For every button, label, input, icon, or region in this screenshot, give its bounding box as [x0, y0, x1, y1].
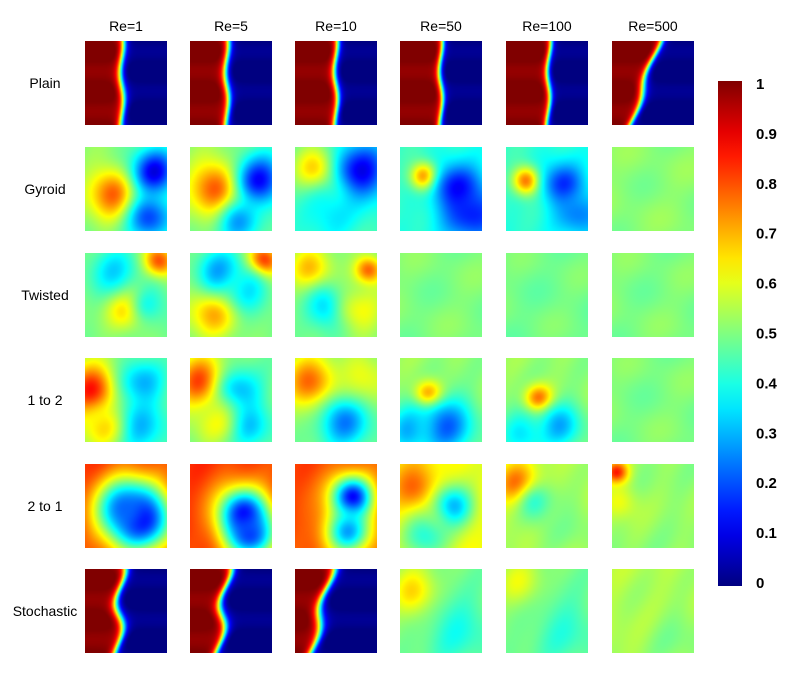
colorbar-tick-label: 0.5 — [756, 326, 777, 343]
colorbar-tick-label: 0.1 — [756, 525, 777, 542]
heatmap-cell — [85, 147, 167, 231]
colorbar-tick-label: 0.3 — [756, 425, 777, 442]
heatmap-cell — [506, 41, 588, 125]
heatmap-cell — [612, 464, 694, 548]
heatmap-cell — [612, 358, 694, 442]
heatmap-cell — [85, 253, 167, 337]
colorbar-tick-label: 0.6 — [756, 276, 777, 293]
row-label: Gyroid — [24, 181, 65, 197]
colorbar-tick-label: 1 — [756, 76, 764, 93]
heatmap-cell — [612, 147, 694, 231]
row-label: Stochastic — [13, 603, 78, 619]
colorbar-ticks: 1 0.9 0.8 0.7 0.6 0.5 0.4 0.3 0.2 0.1 0 — [756, 76, 778, 592]
row-label: 2 to 1 — [27, 498, 62, 514]
colorbar-gradient — [718, 81, 742, 586]
colorbar-tick-label: 0.4 — [756, 375, 778, 392]
heatmap-cell — [400, 569, 482, 653]
column-label: Re=10 — [315, 18, 357, 34]
column-label: Re=50 — [420, 18, 462, 34]
column-labels: Re=1 Re=5 Re=10 Re=50 Re=100 Re=500 — [109, 18, 678, 34]
heatmap-cell — [190, 41, 272, 125]
heatmap-cell — [85, 41, 167, 125]
colorbar-tick-label: 0.7 — [756, 226, 777, 243]
row-label: 1 to 2 — [27, 392, 62, 408]
heatmap-cell — [295, 569, 377, 653]
heatmap-cell — [612, 41, 694, 125]
colorbar: 1 0.9 0.8 0.7 0.6 0.5 0.4 0.3 0.2 0.1 0 — [718, 76, 778, 592]
column-label: Re=5 — [214, 18, 248, 34]
heatmap-cell — [190, 464, 272, 548]
heatmap-cell — [506, 464, 588, 548]
heatmap-cell — [295, 464, 377, 548]
row-labels: Plain Gyroid Twisted 1 to 2 2 to 1 Stochastic — [13, 75, 78, 619]
colorbar-tick-label: 0.2 — [756, 475, 777, 492]
heatmap-cell — [85, 464, 167, 548]
column-label: Re=1 — [109, 18, 143, 34]
column-label: Re=500 — [628, 18, 678, 34]
heatmap-cell — [190, 569, 272, 653]
heatmap-cell — [190, 253, 272, 337]
heatmap-cell — [506, 147, 588, 231]
colorbar-tick-label: 0.9 — [756, 126, 777, 143]
heatmap-cell — [190, 147, 272, 231]
row-label: Plain — [29, 75, 60, 91]
heatmap-cell — [295, 358, 377, 442]
heatmap-cell — [506, 253, 588, 337]
heatmap-cell — [506, 569, 588, 653]
colorbar-tick-label: 0 — [756, 575, 764, 592]
heatmap-cell — [400, 253, 482, 337]
heatmap-cell — [612, 569, 694, 653]
heatmap-cell — [400, 358, 482, 442]
colorbar-tick-label: 0.8 — [756, 176, 777, 193]
column-label: Re=100 — [522, 18, 572, 34]
heatmap-cell — [190, 358, 272, 442]
heatmap-cell — [506, 358, 588, 442]
heatmap-cell — [400, 464, 482, 548]
heatmap-cell — [85, 569, 167, 653]
heatmap-cell — [295, 147, 377, 231]
heatmap-cells — [85, 41, 694, 653]
row-label: Twisted — [21, 287, 68, 303]
heatmap-cell — [400, 147, 482, 231]
heatmap-cell — [295, 253, 377, 337]
heatmap-cell — [295, 41, 377, 125]
heatmap-cell — [400, 41, 482, 125]
heatmap-cell — [85, 358, 167, 442]
heatmap-cell — [612, 253, 694, 337]
